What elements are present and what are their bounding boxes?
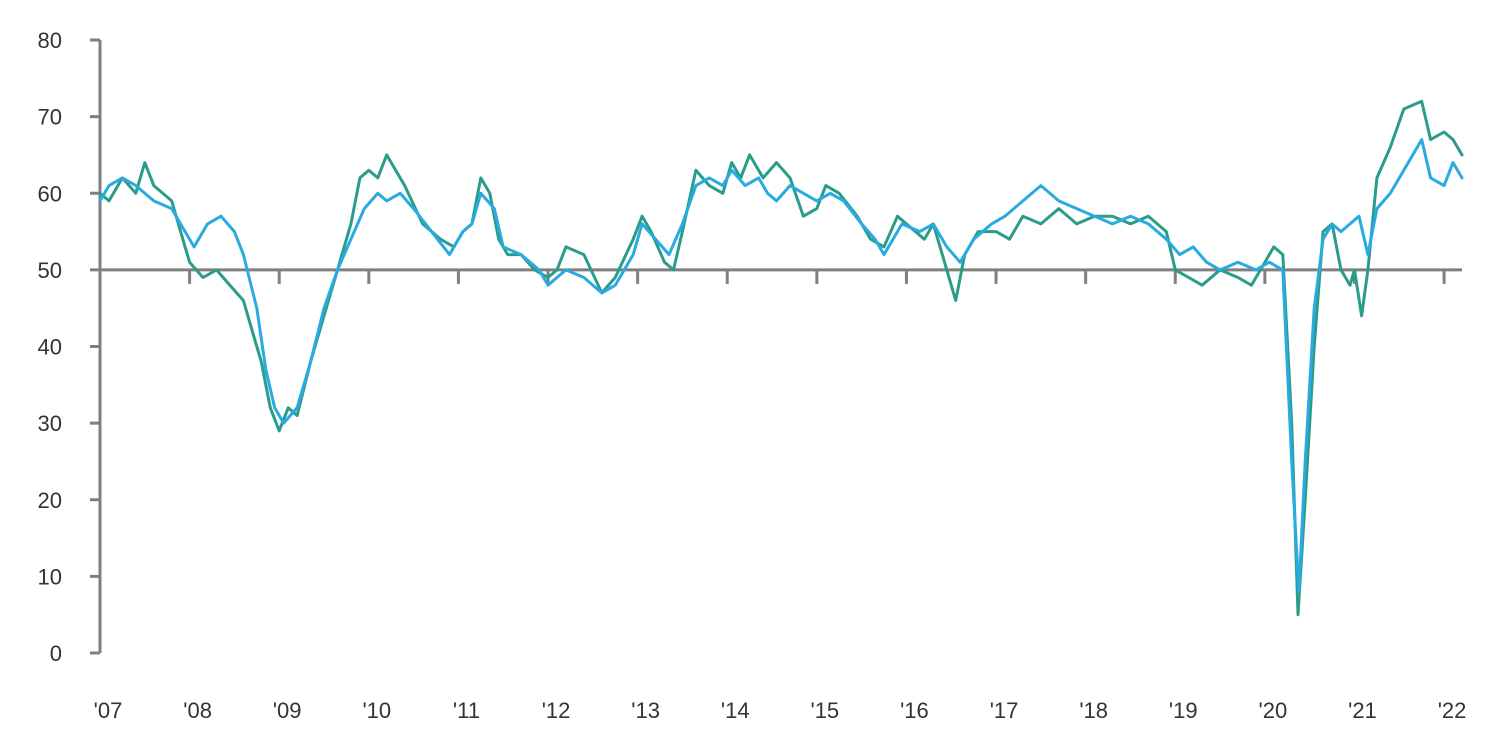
y-tick-label: 50	[38, 258, 62, 283]
x-axis: '07 '08 '09 '10 '11 '12 '13 '14 '15 '16 '17 '18 '19 '…	[94, 269, 1467, 723]
x-tick-label: '19	[1169, 698, 1198, 723]
x-tick-label: '18	[1079, 698, 1108, 723]
x-tick-label: '08	[183, 698, 212, 723]
series-line-2	[98, 138, 1464, 594]
x-tick-label: '10	[362, 698, 391, 723]
x-tick-label: '17	[990, 698, 1019, 723]
y-tick-label: 70	[38, 105, 62, 130]
x-tick-label: '16	[900, 698, 929, 723]
series-group	[98, 99, 1464, 617]
y-tick-label: 30	[38, 411, 62, 436]
y-tick-label: 60	[38, 181, 62, 206]
x-tick-label: '20	[1259, 698, 1288, 723]
y-axis: 0 10 20 30 40 50 60 70 80	[38, 28, 102, 666]
y-tick-label: 40	[38, 335, 62, 360]
x-tick-label: '22	[1438, 698, 1467, 723]
series-line-1	[98, 99, 1464, 617]
y-tick-label: 80	[38, 28, 62, 53]
x-tick-label: '14	[721, 698, 750, 723]
x-tick-label: '11	[453, 698, 480, 723]
y-tick-label: 10	[38, 564, 62, 589]
x-tick-label: '07	[94, 698, 123, 723]
x-tick-label: '09	[273, 698, 302, 723]
x-tick-label: '13	[631, 698, 660, 723]
y-tick-label: 0	[50, 641, 62, 666]
x-tick-label: '21	[1348, 698, 1377, 723]
x-tick-label: '12	[542, 698, 571, 723]
x-tick-label: '15	[811, 698, 840, 723]
y-tick-label: 20	[38, 488, 62, 513]
